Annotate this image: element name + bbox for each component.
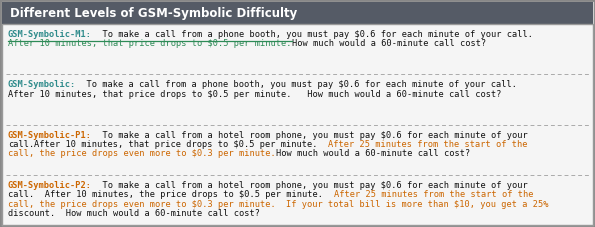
Text: GSM-Symbolic-P1:: GSM-Symbolic-P1: [8, 131, 92, 140]
Text: How much would a 60-minute call cost?: How much would a 60-minute call cost? [275, 150, 470, 158]
Text: call.: call. [8, 140, 35, 149]
Text: To make a call from a hotel room phone, you must pay $0.6 for each minute of you: To make a call from a hotel room phone, … [92, 131, 528, 140]
Text: After 25 minutes from the start of the: After 25 minutes from the start of the [334, 190, 533, 199]
Text: call, the price drops even more to $0.3 per minute.: call, the price drops even more to $0.3 … [8, 150, 275, 158]
Text: After 10 minutes, that price drops to $0.5 per minute.: After 10 minutes, that price drops to $0… [8, 39, 292, 49]
Text: discount.  How much would a 60-minute call cost?: discount. How much would a 60-minute cal… [8, 209, 260, 218]
Text: If your total bill is more than $10, you get a 25%: If your total bill is more than $10, you… [286, 200, 549, 209]
Text: After 10 minutes, that price drops to $0.5 per minute.: After 10 minutes, that price drops to $0… [35, 140, 328, 149]
Text: How much would a 60-minute call cost?: How much would a 60-minute call cost? [292, 39, 486, 49]
Text: GSM-Symbolic:: GSM-Symbolic: [8, 80, 76, 89]
Text: call, the price drops even more to $0.3 per minute.: call, the price drops even more to $0.3 … [8, 200, 286, 209]
Text: call.  After 10 minutes, the price drops to $0.5 per minute.: call. After 10 minutes, the price drops … [8, 190, 334, 199]
Text: GSM-Symbolic-P2:: GSM-Symbolic-P2: [8, 181, 92, 190]
Text: Different Levels of GSM-Symbolic Difficulty: Different Levels of GSM-Symbolic Difficu… [10, 7, 298, 20]
Text: To make a call from a hotel room phone, you must pay $0.6 for each minute of you: To make a call from a hotel room phone, … [92, 181, 528, 190]
Bar [2, 24, 593, 225]
Text: After 10 minutes, that price drops to $0.5 per minute.   How much would a 60-min: After 10 minutes, that price drops to $0… [8, 90, 502, 99]
Text: GSM-Symbolic-M1:: GSM-Symbolic-M1: [8, 30, 92, 39]
Bar [2, 2, 593, 24]
Text: To make a call from a phone booth, you must pay $0.6 for each minute of your cal: To make a call from a phone booth, you m… [92, 30, 533, 39]
Text: After 25 minutes from the start of the: After 25 minutes from the start of the [328, 140, 528, 149]
Text: To make a call from a phone booth, you must pay $0.6 for each minute of your cal: To make a call from a phone booth, you m… [76, 80, 517, 89]
